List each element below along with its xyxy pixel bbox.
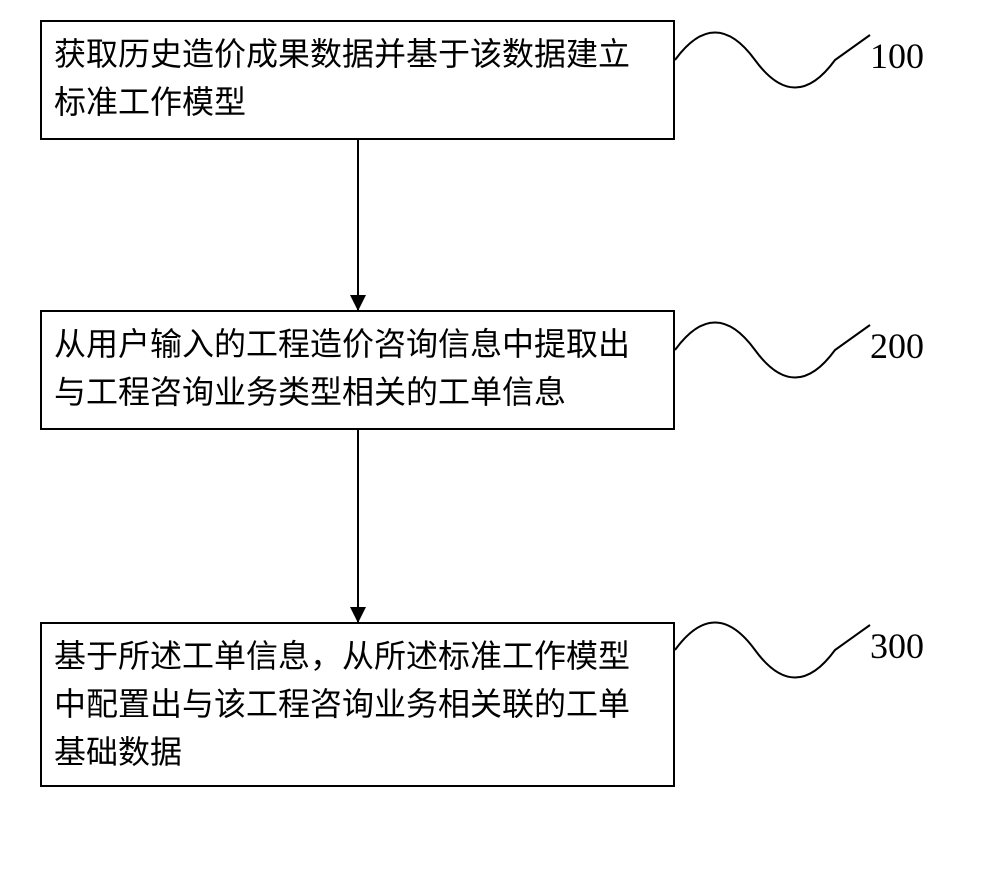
flow-step-2-text: 从用户输入的工程造价咨询信息中提取出与工程咨询业务类型相关的工单信息 xyxy=(54,320,661,416)
flowchart-canvas: 获取历史造价成果数据并基于该数据建立标准工作模型 100 从用户输入的工程造价咨… xyxy=(0,0,1000,877)
flow-step-3: 基于所述工单信息，从所述标准工作模型中配置出与该工程咨询业务相关联的工单基础数据 xyxy=(40,622,675,787)
curve-path-1 xyxy=(675,33,870,88)
step-label-3: 300 xyxy=(870,625,924,667)
arrow-2-to-3 xyxy=(357,430,359,622)
connector-curve-1 xyxy=(675,25,875,125)
curve-path-2 xyxy=(675,323,870,378)
connector-curve-2 xyxy=(675,315,875,415)
step-label-1: 100 xyxy=(870,35,924,77)
curve-path-3 xyxy=(675,623,870,678)
flow-step-1: 获取历史造价成果数据并基于该数据建立标准工作模型 xyxy=(40,20,675,140)
connector-curve-3 xyxy=(675,615,875,715)
flow-step-1-text: 获取历史造价成果数据并基于该数据建立标准工作模型 xyxy=(54,30,661,126)
arrow-1-to-2 xyxy=(357,140,359,310)
step-label-2: 200 xyxy=(870,325,924,367)
flow-step-2: 从用户输入的工程造价咨询信息中提取出与工程咨询业务类型相关的工单信息 xyxy=(40,310,675,430)
flow-step-3-text: 基于所述工单信息，从所述标准工作模型中配置出与该工程咨询业务相关联的工单基础数据 xyxy=(54,632,661,776)
